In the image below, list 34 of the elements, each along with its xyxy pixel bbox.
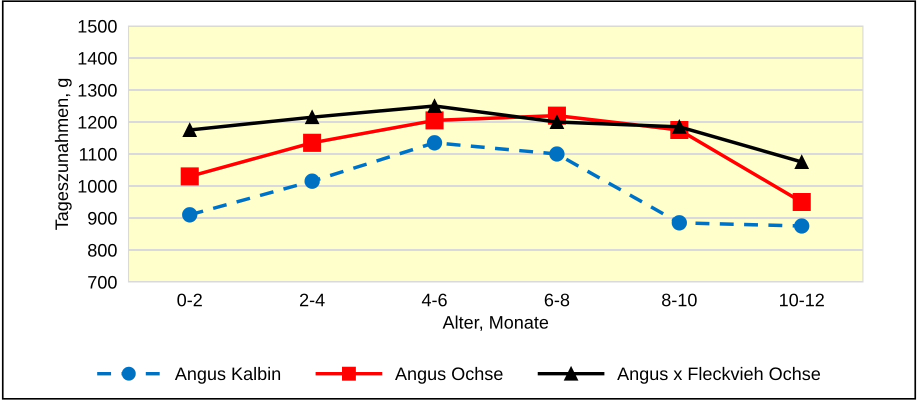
point [305,110,320,124]
x-tick-label: 0-2 [177,294,202,306]
y-tick-label: 1100 [80,148,117,161]
point [794,155,809,169]
point [303,134,322,152]
y-tick-label: 1400 [78,52,117,65]
x-tick-label: 10-12 [780,294,824,306]
point [180,167,199,186]
y-tick-label: 800 [88,244,117,257]
point [672,215,687,230]
x-tick-label: 4-6 [422,294,447,306]
y-tick-label: 1500 [78,20,117,33]
point [428,99,442,113]
y-tick-label: 700 [88,276,117,289]
legend-label: Angus Ochse [395,366,503,384]
point [182,207,198,222]
point [792,192,811,212]
y-axis-title: Tageszunahmen, g [54,78,72,230]
point [182,123,197,137]
y-tick-label: 900 [88,212,117,225]
y-tick-label: 1300 [78,84,117,97]
x-tick-label: 8-10 [662,294,697,306]
point [425,111,444,130]
legend-label: Angus x Fleckvieh Ochse [617,366,820,384]
point [426,135,442,150]
point [304,174,320,189]
y-tick-label: 1200 [78,116,117,129]
point [794,218,810,234]
y-tick-label: 1000 [78,180,117,193]
x-tick-label: 2-4 [300,294,325,306]
x-axis-title: Alter, Monate [442,316,548,331]
point [549,146,565,162]
x-tick-label: 6-8 [544,294,570,306]
legend-label: Angus Kalbin [174,366,280,384]
